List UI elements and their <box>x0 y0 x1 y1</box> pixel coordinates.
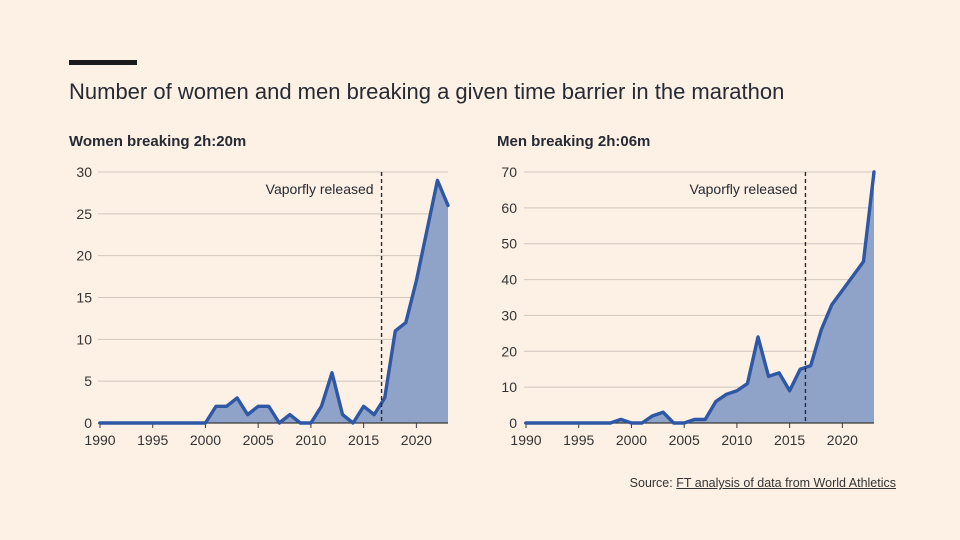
chart-1-x-tick-label: 1995 <box>137 432 168 448</box>
chart-2-x-tick-label: 2010 <box>721 432 752 448</box>
source-label: Source: <box>629 476 673 490</box>
chart-1-x-tick-label: 2005 <box>243 432 274 448</box>
chart-1-x-tick-label: 2020 <box>401 432 432 448</box>
chart-2-y-tick-label: 10 <box>501 379 517 395</box>
chart-1-y-tick-label: 30 <box>76 164 92 180</box>
chart-2-subtitle: Men breaking 2h:06m <box>497 133 650 150</box>
chart-2-x-tick-label: 2020 <box>827 432 858 448</box>
chart-2-x-tick-label: 2005 <box>669 432 700 448</box>
chart-1-y-tick-label: 20 <box>76 248 92 264</box>
chart-2-x-tick-label: 2015 <box>774 432 805 448</box>
chart-2-y-tick-label: 60 <box>501 200 517 216</box>
chart-1-y-tick-label: 15 <box>76 290 92 306</box>
chart-2-x-tick-label: 2000 <box>616 432 647 448</box>
chart-1-y-tick-label: 10 <box>76 331 92 347</box>
chart-1-y-tick-label: 5 <box>84 373 92 389</box>
chart-1-subtitle: Women breaking 2h:20m <box>69 133 246 150</box>
chart-2-x-tick-label: 1990 <box>510 432 541 448</box>
page-title: Number of women and men breaking a given… <box>69 79 785 104</box>
chart-2-x-tick-label: 1995 <box>563 432 594 448</box>
chart-2-series-line <box>524 170 876 425</box>
chart-1-series-line <box>98 178 450 425</box>
chart-1-vaporfly-label: Vaporfly released <box>266 181 374 197</box>
source-note: Source: FT analysis of data from World A… <box>630 476 896 490</box>
chart-1-x-tick-label: 1990 <box>84 432 115 448</box>
source-link[interactable]: FT analysis of data from World Athletics <box>676 476 896 490</box>
chart-2-y-tick-label: 0 <box>509 415 517 431</box>
chart-1-x-tick-label: 2015 <box>348 432 379 448</box>
chart-1-y-tick-label: 25 <box>76 206 92 222</box>
chart-2-area <box>526 172 874 423</box>
chart-2-y-tick-label: 40 <box>501 272 517 288</box>
title-rule <box>69 60 137 65</box>
chart-2-y-tick-label: 20 <box>501 343 517 359</box>
chart-2-vaporfly-label: Vaporfly released <box>690 181 798 197</box>
chart-1-x-tick-label: 2000 <box>190 432 221 448</box>
chart-2-y-tick-label: 30 <box>501 307 517 323</box>
chart-2-y-tick-label: 50 <box>501 236 517 252</box>
chart-1-y-tick-label: 0 <box>84 415 92 431</box>
chart-2-y-tick-label: 70 <box>501 164 517 180</box>
chart-1-area <box>100 180 448 423</box>
chart-1-x-tick-label: 2010 <box>295 432 326 448</box>
